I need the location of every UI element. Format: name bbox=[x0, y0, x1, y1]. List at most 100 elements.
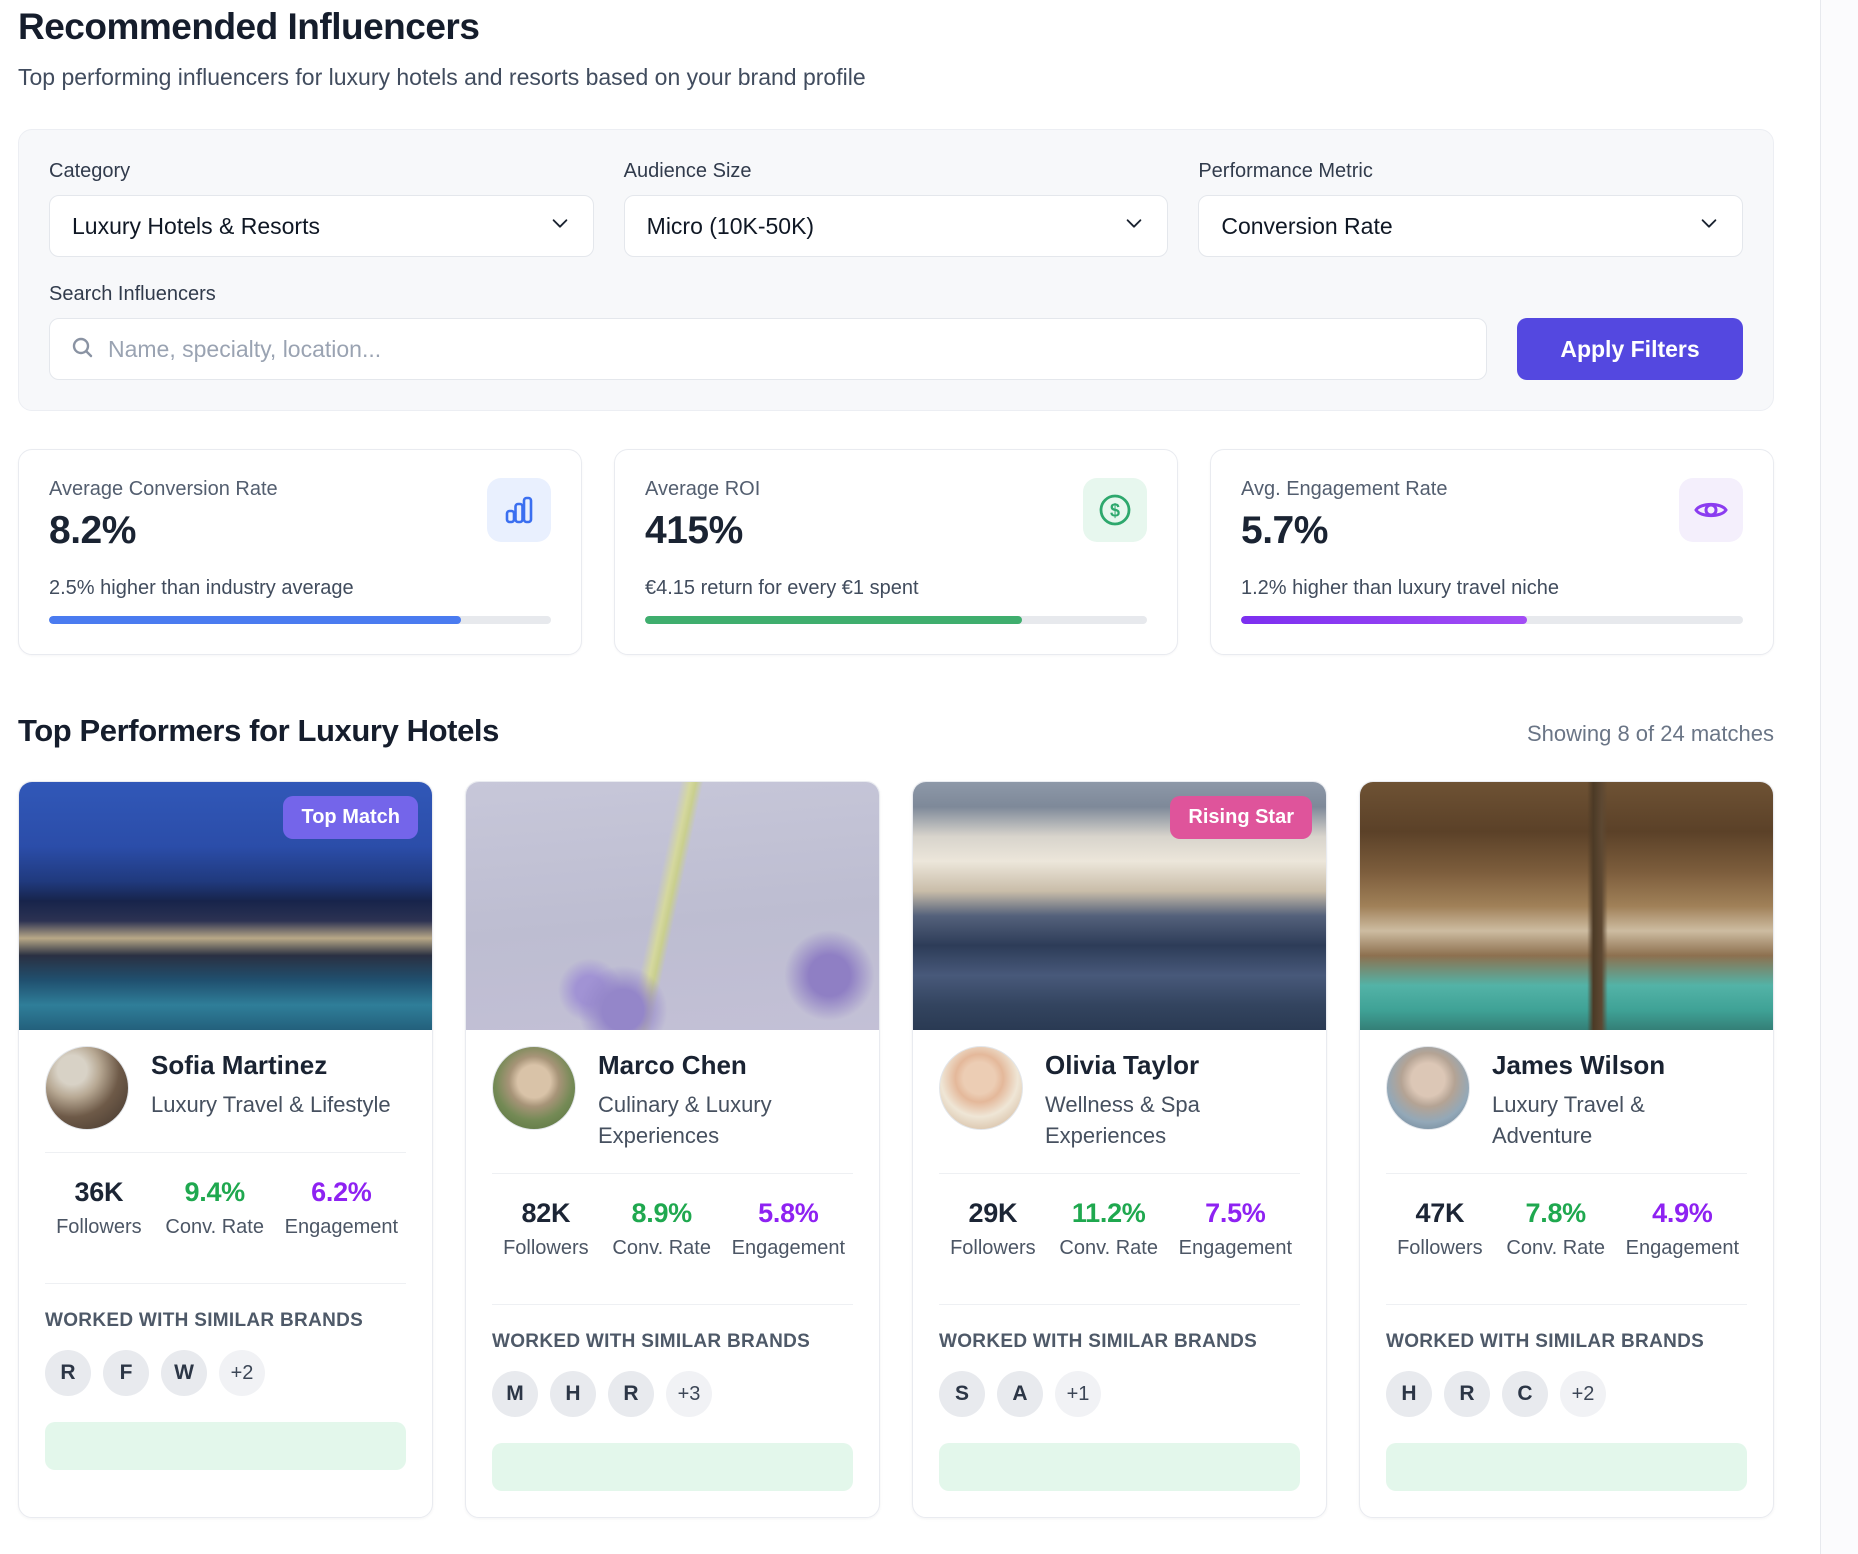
stat-note: 1.2% higher than luxury travel niche bbox=[1241, 577, 1559, 599]
page-subtitle: Top performing influencers for luxury ho… bbox=[18, 64, 866, 90]
search-input[interactable] bbox=[108, 335, 1466, 363]
influencer-card[interactable]: James Wilson Luxury Travel & Adventure 4… bbox=[1359, 781, 1774, 1519]
avatar bbox=[45, 1046, 129, 1130]
metric-label: Performance Metric bbox=[1198, 160, 1373, 182]
followers-value: 36K bbox=[74, 1177, 124, 1207]
influencer-card[interactable]: Rising Star Olivia Taylor Wellness & Spa… bbox=[912, 781, 1327, 1519]
card-photo bbox=[466, 782, 879, 1030]
stat-card-engagement: Avg. Engagement Rate 5.7% 1.2% higher th… bbox=[1210, 449, 1774, 655]
svg-text:$: $ bbox=[1110, 501, 1120, 521]
bar-chart-icon bbox=[487, 478, 551, 542]
avatar bbox=[1386, 1046, 1470, 1130]
rising-star-badge: Rising Star bbox=[1170, 796, 1312, 839]
audience-value: Micro (10K-50K) bbox=[646, 212, 815, 239]
divider bbox=[492, 1304, 853, 1306]
search-label: Search Influencers bbox=[49, 283, 216, 305]
card-photo bbox=[1360, 782, 1773, 1030]
divider bbox=[939, 1304, 1300, 1306]
engagement-label: Engagement bbox=[731, 1237, 846, 1260]
followers-value: 47K bbox=[1415, 1198, 1465, 1229]
brand-chip[interactable]: R bbox=[608, 1371, 654, 1418]
divider bbox=[1386, 1304, 1747, 1306]
influencer-name: James Wilson bbox=[1492, 1050, 1666, 1080]
contact-button[interactable] bbox=[492, 1443, 853, 1492]
avatar bbox=[939, 1046, 1023, 1130]
engagement-label: Engagement bbox=[1178, 1237, 1293, 1260]
influencer-specialty: Luxury Travel & Adventure bbox=[1492, 1092, 1645, 1149]
engagement-value: 6.2% bbox=[311, 1177, 372, 1207]
stat-label: Avg. Engagement Rate bbox=[1241, 478, 1448, 500]
influencer-card[interactable]: Marco Chen Culinary & Luxury Experiences… bbox=[465, 781, 880, 1519]
apply-filters-button[interactable]: Apply Filters bbox=[1517, 318, 1743, 380]
card-photo: Rising Star bbox=[913, 782, 1326, 1030]
brands-label: WORKED WITH SIMILAR BRANDS bbox=[939, 1331, 1258, 1353]
influencer-card[interactable]: Top Match Sofia Martinez Luxury Travel &… bbox=[18, 781, 433, 1519]
influencer-name: Olivia Taylor bbox=[1045, 1050, 1200, 1080]
contact-button[interactable] bbox=[939, 1443, 1300, 1492]
stat-card-conversion: Average Conversion Rate 8.2% 2.5% higher… bbox=[18, 449, 582, 655]
brand-chip[interactable]: C bbox=[1502, 1371, 1548, 1418]
dollar-circle-icon: $ bbox=[1083, 478, 1147, 542]
brand-chip[interactable]: A bbox=[997, 1371, 1043, 1418]
match-count: Showing 8 of 24 matches bbox=[1526, 721, 1774, 746]
metric-field: Performance Metric Conversion Rate bbox=[1198, 160, 1743, 257]
influencer-name: Sofia Martinez bbox=[151, 1050, 328, 1080]
divider bbox=[45, 1283, 406, 1284]
progress-fill bbox=[1241, 616, 1528, 624]
card-photo: Top Match bbox=[19, 782, 432, 1030]
contact-button[interactable] bbox=[45, 1422, 406, 1470]
conv-rate-value: 7.8% bbox=[1525, 1198, 1587, 1229]
audience-select[interactable]: Micro (10K-50K) bbox=[623, 195, 1169, 257]
chevron-down-icon bbox=[1698, 212, 1720, 240]
brand-chip[interactable]: S bbox=[939, 1371, 985, 1418]
followers-label: Followers bbox=[1397, 1237, 1483, 1260]
more-brands-chip[interactable]: +2 bbox=[1560, 1371, 1606, 1418]
conv-rate-value: 11.2% bbox=[1071, 1198, 1146, 1229]
audience-label: Audience Size bbox=[623, 160, 752, 182]
brand-chip[interactable]: H bbox=[550, 1371, 596, 1418]
stat-value: 415% bbox=[645, 509, 743, 552]
metric-value: Conversion Rate bbox=[1221, 212, 1393, 239]
stat-label: Average ROI bbox=[645, 478, 761, 500]
chevron-down-icon bbox=[1123, 212, 1145, 240]
contact-button[interactable] bbox=[1386, 1443, 1747, 1492]
category-value: Luxury Hotels & Resorts bbox=[72, 212, 320, 239]
divider bbox=[492, 1173, 853, 1175]
followers-value: 29K bbox=[968, 1198, 1018, 1229]
progress-fill bbox=[49, 616, 461, 624]
brand-chip[interactable]: F bbox=[103, 1350, 149, 1396]
brand-chip[interactable]: R bbox=[45, 1350, 91, 1396]
stat-note: €4.15 return for every €1 spent bbox=[645, 577, 919, 599]
brands-label: WORKED WITH SIMILAR BRANDS bbox=[492, 1331, 811, 1353]
brand-chip[interactable]: R bbox=[1444, 1371, 1490, 1418]
more-brands-chip[interactable]: +3 bbox=[666, 1371, 712, 1418]
divider bbox=[939, 1173, 1300, 1175]
category-select[interactable]: Luxury Hotels & Resorts bbox=[49, 195, 594, 257]
influencer-name: Marco Chen bbox=[598, 1050, 747, 1080]
progress-track bbox=[49, 616, 551, 624]
brand-chip[interactable]: M bbox=[492, 1371, 538, 1418]
metric-select[interactable]: Conversion Rate bbox=[1198, 195, 1743, 257]
stat-value: 5.7% bbox=[1241, 509, 1328, 552]
avatar bbox=[492, 1046, 576, 1130]
engagement-label: Engagement bbox=[1625, 1237, 1740, 1260]
scrollbar-gutter[interactable] bbox=[1820, 0, 1858, 1554]
brand-chip[interactable]: W bbox=[161, 1350, 207, 1396]
stat-label: Average Conversion Rate bbox=[49, 478, 278, 500]
category-field: Category Luxury Hotels & Resorts bbox=[49, 160, 594, 257]
section-title: Top Performers for Luxury Hotels bbox=[18, 713, 499, 748]
followers-label: Followers bbox=[950, 1237, 1036, 1260]
stats-row: Average Conversion Rate 8.2% 2.5% higher… bbox=[18, 449, 1774, 655]
brand-chip[interactable]: H bbox=[1386, 1371, 1432, 1418]
divider bbox=[1386, 1173, 1747, 1175]
more-brands-chip[interactable]: +2 bbox=[219, 1350, 265, 1396]
category-label: Category bbox=[49, 160, 131, 182]
divider bbox=[45, 1152, 406, 1153]
progress-fill bbox=[645, 616, 1022, 624]
more-brands-chip[interactable]: +1 bbox=[1055, 1371, 1101, 1418]
influencer-specialty: Culinary & Luxury Experiences bbox=[598, 1092, 772, 1149]
influencer-specialty: Wellness & Spa Experiences bbox=[1045, 1092, 1200, 1149]
page-title: Recommended Influencers bbox=[18, 6, 480, 47]
influencer-cards: Top Match Sofia Martinez Luxury Travel &… bbox=[18, 781, 1774, 1519]
search-icon bbox=[70, 335, 94, 364]
